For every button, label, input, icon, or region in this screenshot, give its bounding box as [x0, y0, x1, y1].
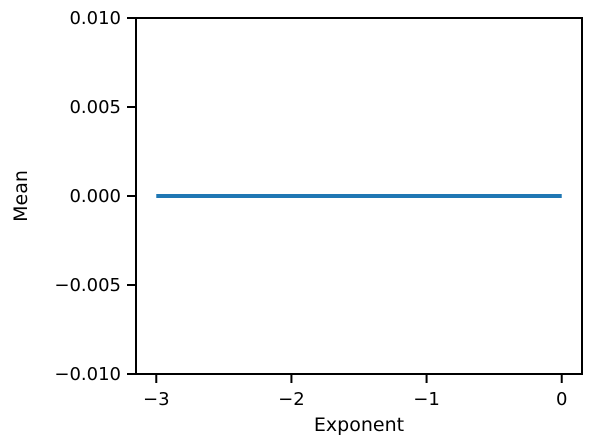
x-tick-label: −3 — [143, 389, 170, 410]
y-axis-label: Mean — [10, 170, 32, 222]
y-axis: −0.010 −0.005 0.000 0.005 0.010 — [54, 8, 136, 385]
x-axis-label: Exponent — [314, 414, 404, 436]
y-tick-label: −0.010 — [54, 364, 121, 385]
x-tick-label: −1 — [413, 389, 440, 410]
x-axis: −3 −2 −1 0 — [143, 374, 567, 410]
x-tick-label: 0 — [556, 389, 567, 410]
y-tick-label: −0.005 — [54, 275, 121, 296]
x-tick-label: −2 — [278, 389, 305, 410]
y-tick-label: 0.000 — [69, 186, 121, 207]
y-tick-label: 0.005 — [69, 97, 121, 118]
y-tick-label: 0.010 — [69, 8, 121, 29]
